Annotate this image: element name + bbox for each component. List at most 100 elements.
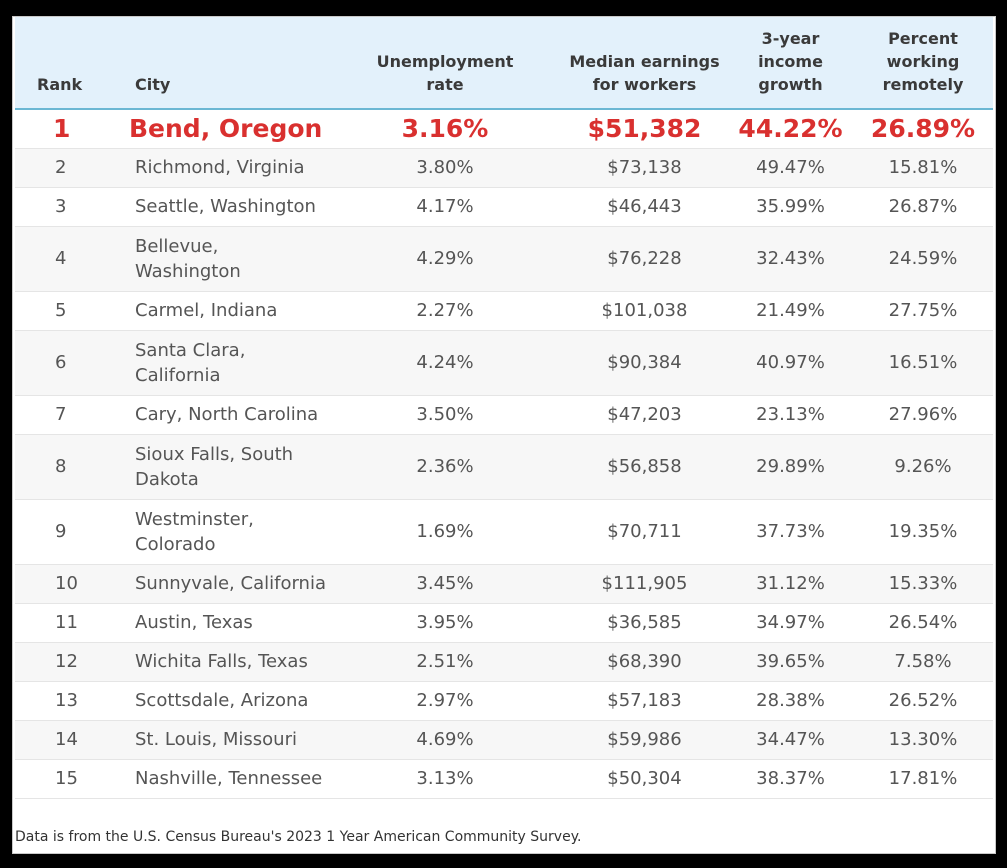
cell-remote: 19.35% — [853, 499, 993, 565]
city-name-line: Dakota — [135, 468, 199, 490]
city-name-line: Bend, Oregon — [129, 114, 323, 144]
cell-remote: 26.52% — [853, 681, 993, 721]
col-header-unemployment: Unemployment rate — [329, 17, 561, 110]
col-header-line: income — [758, 52, 823, 71]
cell-unemployment: 3.45% — [329, 564, 561, 604]
cell-unemployment: 4.24% — [329, 330, 561, 396]
cell-earnings: $68,390 — [561, 642, 728, 682]
table-row: 5 Carmel, Indiana 2.27% $101,038 21.49% 27.75… — [15, 291, 993, 331]
col-header-earnings: Median earnings for workers — [561, 17, 728, 110]
cell-growth: 31.12% — [728, 564, 853, 604]
city-name-line: Westminster, — [135, 508, 254, 530]
col-header-line: Median earnings — [569, 52, 720, 71]
cell-city: Bend, Oregon — [115, 109, 329, 149]
city-name-line: Cary, North Carolina — [135, 404, 319, 425]
cell-rank: 13 — [15, 681, 115, 721]
cell-unemployment: 3.50% — [329, 395, 561, 435]
cell-growth: 39.65% — [728, 642, 853, 682]
cell-rank: 11 — [15, 603, 115, 643]
table-row: 15 Nashville, Tennessee 3.13% $50,304 38.37%… — [15, 759, 993, 799]
cell-rank: 12 — [15, 642, 115, 682]
city-name-line: Santa Clara, — [135, 339, 246, 361]
cell-growth: 49.47% — [728, 148, 853, 188]
cell-growth: 35.99% — [728, 187, 853, 227]
col-header-line: City — [135, 75, 171, 94]
cell-growth: 23.13% — [728, 395, 853, 435]
city-name-line: Washington — [135, 260, 241, 282]
table-row: 10 Sunnyvale, California 3.45% $111,905 31.1… — [15, 564, 993, 604]
cell-rank: 2 — [15, 148, 115, 188]
cell-city: Carmel, Indiana — [115, 291, 329, 331]
cell-rank: 6 — [15, 330, 115, 396]
col-header-city: City — [115, 17, 329, 110]
col-header-line: Unemployment — [376, 52, 514, 71]
cell-unemployment: 3.80% — [329, 148, 561, 188]
table-row: 11 Austin, Texas 3.95% $36,585 34.97% 26.54% — [15, 603, 993, 643]
cell-remote: 27.75% — [853, 291, 993, 331]
cell-rank: 15 — [15, 759, 115, 799]
table-row-top: 1 Bend, Oregon 3.16% $51,382 44.22% 26.89% — [15, 109, 993, 149]
table-row: 7 Cary, North Carolina 3.50% $47,203 23.13% 2… — [15, 395, 993, 435]
city-name-line: Nashville, Tennessee — [135, 768, 323, 789]
cell-remote: 15.33% — [853, 564, 993, 604]
cell-city: Bellevue, Washington — [115, 226, 329, 292]
cell-rank: 14 — [15, 720, 115, 760]
cell-earnings: $73,138 — [561, 148, 728, 188]
table-row: 14 St. Louis, Missouri 4.69% $59,986 34.47% 1… — [15, 720, 993, 760]
cell-unemployment: 3.13% — [329, 759, 561, 799]
cell-remote: 9.26% — [853, 434, 993, 500]
cell-city: Scottsdale, Arizona — [115, 681, 329, 721]
table-row: 13 Scottsdale, Arizona 2.97% $57,183 28.38% 2… — [15, 681, 993, 721]
city-name-line: Seattle, Washington — [135, 196, 316, 217]
cell-growth: 34.47% — [728, 720, 853, 760]
col-header-line: 3-year — [761, 29, 820, 48]
cell-unemployment: 1.69% — [329, 499, 561, 565]
city-name-line: Sioux Falls, South — [135, 443, 294, 465]
cell-earnings: $101,038 — [561, 291, 728, 331]
city-name-line: Austin, Texas — [135, 612, 253, 633]
ranking-table: Rank City Unemployment rate Median earnin… — [15, 17, 993, 799]
source-footnote: Data is from the U.S. Census Bureau's 20… — [15, 829, 582, 845]
cell-earnings: $111,905 — [561, 564, 728, 604]
cell-unemployment: 2.51% — [329, 642, 561, 682]
table-row: 4 Bellevue, Washington 4.29% $76,228 32.43% 24… — [15, 226, 993, 292]
cell-growth: 38.37% — [728, 759, 853, 799]
cell-growth: 40.97% — [728, 330, 853, 396]
cell-earnings: $47,203 — [561, 395, 728, 435]
cell-unemployment: 2.36% — [329, 434, 561, 500]
cell-city: Santa Clara, California — [115, 330, 329, 396]
cell-growth: 32.43% — [728, 226, 853, 292]
cell-earnings: $70,711 — [561, 499, 728, 565]
header-row: Rank City Unemployment rate Median earnin… — [15, 17, 993, 110]
col-header-line: Percent — [888, 29, 958, 48]
city-name-line: Sunnyvale, California — [135, 573, 326, 594]
table-row: 9 Westminster, Colorado 1.69% $70,711 37.73% 1… — [15, 499, 993, 565]
table-row: 2 Richmond, Virginia 3.80% $73,138 49.47% 15.… — [15, 148, 993, 188]
cell-earnings: $46,443 — [561, 187, 728, 227]
cell-remote: 26.54% — [853, 603, 993, 643]
cell-unemployment: 2.27% — [329, 291, 561, 331]
city-name-line: Carmel, Indiana — [135, 300, 278, 321]
col-header-line: for workers — [592, 75, 697, 94]
cell-growth: 28.38% — [728, 681, 853, 721]
cell-remote: 17.81% — [853, 759, 993, 799]
cell-unemployment: 3.95% — [329, 603, 561, 643]
table-row: 8 Sioux Falls, South Dakota 2.36% $56,858 29.… — [15, 434, 993, 500]
col-header-growth: 3-year income growth — [728, 17, 853, 110]
cell-rank: 9 — [15, 499, 115, 565]
city-name-line: Bellevue, — [135, 235, 219, 257]
cell-city: Westminster, Colorado — [115, 499, 329, 565]
cell-earnings: $56,858 — [561, 434, 728, 500]
cell-rank: 1 — [15, 109, 115, 149]
cell-unemployment: 2.97% — [329, 681, 561, 721]
city-name-line: St. Louis, Missouri — [135, 729, 297, 750]
cell-city: Richmond, Virginia — [115, 148, 329, 188]
cell-unemployment: 4.29% — [329, 226, 561, 292]
cell-earnings: $90,384 — [561, 330, 728, 396]
cell-earnings: $57,183 — [561, 681, 728, 721]
cell-unemployment: 3.16% — [329, 109, 561, 149]
cell-earnings: $51,382 — [561, 109, 728, 149]
cell-rank: 7 — [15, 395, 115, 435]
cell-city: Cary, North Carolina — [115, 395, 329, 435]
table-row: 12 Wichita Falls, Texas 2.51% $68,390 39.65%… — [15, 642, 993, 682]
